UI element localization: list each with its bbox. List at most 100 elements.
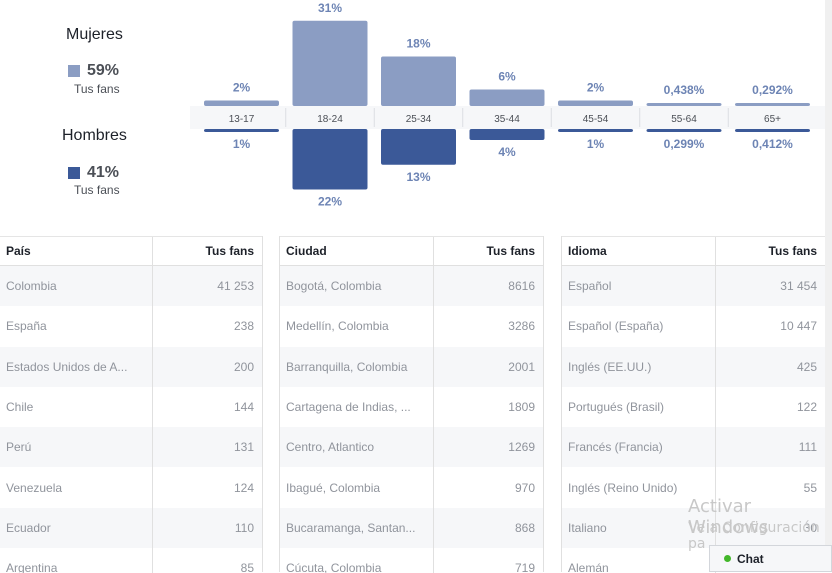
men-data-label: 4%	[498, 145, 516, 159]
row-label: Venezuela	[6, 480, 63, 495]
row-value: 110	[152, 507, 262, 549]
women-bar[interactable]	[469, 89, 545, 107]
row-label: Español	[568, 279, 612, 294]
table-row: Colombia 41 253	[0, 266, 262, 307]
women-data-label: 31%	[318, 1, 342, 15]
row-value: 970	[433, 467, 543, 508]
row-value: 85	[152, 548, 262, 573]
chat-label: Chat	[737, 551, 764, 566]
row-label: Cúcuta, Colombia	[286, 561, 382, 573]
men-bar[interactable]	[292, 129, 368, 190]
row-value: 868	[433, 507, 543, 549]
row-value: 111	[715, 427, 825, 468]
column-header-name[interactable]: Idioma	[568, 244, 607, 258]
table-row: Perú 131	[0, 427, 262, 468]
table-row: Portugués (Brasil) 122	[562, 386, 825, 428]
age-axis-band	[190, 106, 830, 129]
row-label: Colombia	[6, 279, 57, 294]
men-data-label: 1%	[233, 137, 251, 151]
women-bar[interactable]	[646, 103, 722, 106]
table-row: Venezuela 124	[0, 467, 262, 508]
age-tick-label: 25-34	[406, 114, 432, 125]
row-label: Alemán	[568, 561, 609, 573]
column-header-name[interactable]: Ciudad	[286, 244, 327, 258]
men-label: Hombres	[62, 127, 127, 144]
table-header: Ciudad Tus fans	[280, 237, 543, 266]
row-value: 31 454	[715, 266, 825, 307]
row-value: 144	[152, 386, 262, 428]
row-value: 1809	[433, 386, 543, 428]
row-value: 10 447	[715, 306, 825, 347]
table-header: Idioma Tus fans	[562, 237, 825, 266]
men-bar[interactable]	[204, 129, 279, 132]
women-data-label: 18%	[406, 37, 430, 51]
column-header-fans[interactable]: Tus fans	[433, 237, 543, 265]
age-gender-chart: 13-17 2% 1% 18-24 31% 22% 25-34 18% 13% 35-44 6% 4%…	[190, 1, 830, 209]
city-table: Ciudad Tus fans Bogotá, Colombia 8616 Medell…	[280, 236, 543, 573]
row-label: España	[6, 319, 47, 334]
age-tick-label: 65+	[764, 114, 781, 125]
women-label: Mujeres	[66, 26, 123, 43]
row-label: Centro, Atlantico	[286, 440, 375, 455]
row-value: 122	[715, 386, 825, 428]
table-row: Francés (Francia) 111	[562, 427, 825, 468]
row-label: Argentina	[6, 561, 58, 573]
column-header-name[interactable]: País	[6, 244, 31, 258]
row-label: Estados Unidos de A...	[6, 359, 128, 374]
men-bar[interactable]	[558, 129, 633, 132]
men-bar[interactable]	[646, 129, 722, 132]
men-data-label: 1%	[587, 137, 605, 151]
women-data-label: 0,292%	[752, 83, 793, 97]
men-bar[interactable]	[735, 129, 810, 132]
table-row: Bucaramanga, Santan... 868	[280, 507, 543, 549]
online-status-icon	[724, 555, 731, 562]
men-data-label: 0,412%	[752, 137, 793, 151]
women-data-label: 2%	[587, 81, 605, 95]
men-bar[interactable]	[469, 129, 545, 140]
men-pct-value: 41%	[87, 164, 120, 181]
table-row: Bogotá, Colombia 8616	[280, 266, 543, 307]
column-header-fans[interactable]: Tus fans	[152, 237, 262, 265]
men-data-label: 22%	[318, 195, 342, 209]
country-table: País Tus fans Colombia 41 253 España 238 Estad…	[0, 236, 262, 573]
row-value: 425	[715, 346, 825, 387]
table-row: Español (España) 10 447	[562, 306, 825, 347]
women-bar[interactable]	[292, 20, 368, 106]
women-subtitle: Tus fans	[74, 82, 120, 96]
row-label: Inglés (Reino Unido)	[568, 480, 678, 495]
men-bar[interactable]	[381, 129, 456, 165]
age-tick-label: 35-44	[494, 114, 520, 125]
men-swatch	[68, 167, 80, 179]
women-bar[interactable]	[204, 100, 279, 107]
women-percentage: 59%	[68, 62, 119, 80]
row-label: Ecuador	[6, 520, 51, 535]
women-bar[interactable]	[381, 56, 456, 107]
table-divider	[561, 236, 562, 572]
age-tick-label: 18-24	[317, 114, 343, 125]
chat-button[interactable]: Chat	[709, 545, 832, 572]
table-row: Español 31 454	[562, 266, 825, 307]
table-row: España 238	[0, 306, 262, 347]
row-label: Español (España)	[568, 319, 664, 334]
row-label: Portugués (Brasil)	[568, 400, 665, 415]
row-value: 131	[152, 427, 262, 468]
women-pct-value: 59%	[87, 62, 120, 79]
row-value: 238	[152, 306, 262, 347]
age-tick-label: 13-17	[229, 114, 255, 125]
row-value: 200	[152, 346, 262, 387]
women-swatch	[68, 65, 80, 77]
women-data-label: 2%	[233, 81, 251, 95]
column-header-fans[interactable]: Tus fans	[715, 237, 825, 265]
table-row: Ibagué, Colombia 970	[280, 467, 543, 508]
table-row: Argentina 85	[0, 548, 262, 573]
row-label: Medellín, Colombia	[286, 319, 389, 334]
men-percentage: 41%	[68, 164, 119, 182]
table-row: Ecuador 110	[0, 507, 262, 549]
women-bar[interactable]	[558, 100, 633, 107]
row-value: 719	[433, 548, 543, 573]
table-divider	[262, 236, 263, 572]
women-bar[interactable]	[735, 103, 810, 106]
row-value: 55	[715, 467, 825, 508]
page-scrollbar[interactable]	[825, 0, 832, 545]
men-data-label: 0,299%	[664, 137, 705, 151]
